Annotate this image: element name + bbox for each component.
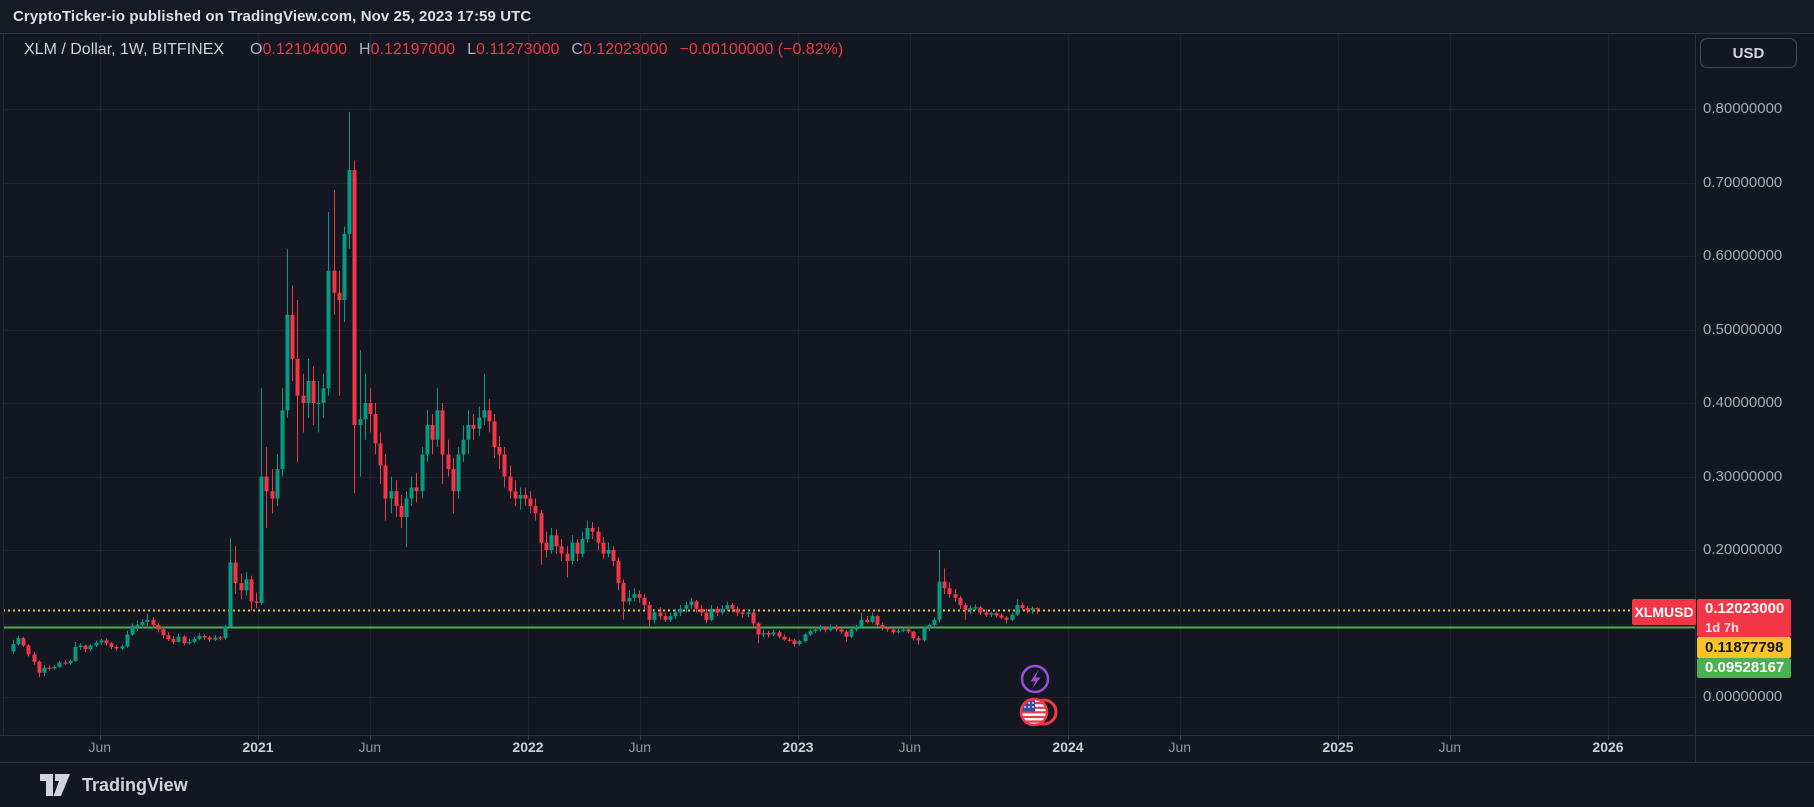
bar-countdown: 1d 7h [1705,620,1739,635]
time-scale-label: Jun [628,739,652,755]
last-price-label[interactable]: 0.12023000 1d 7h [1697,599,1791,637]
candlestick-series [11,111,1040,678]
chart-legend: XLM / Dollar, 1W, BITFINEX O 0.12104000 H… [24,39,843,61]
time-scale-label: 2021 [242,739,274,755]
currency-usd-button[interactable]: USD [1700,38,1797,68]
alert-line-label-yellow[interactable]: 0.11877798 [1697,637,1791,658]
instrument-badges [1019,664,1058,727]
time-scale-label: 2024 [1052,739,1084,755]
price-scale-label: 0.30000000 [1703,467,1783,485]
low-label: L [467,41,477,58]
time-scale-label: Jun [358,739,382,755]
last-price-value: 0.12023000 [1705,600,1785,617]
xlm-lightning-badge-icon [1020,664,1050,694]
price-scale-label: 0.40000000 [1703,394,1783,411]
grid [3,33,1695,735]
time-scale-label: Jun [898,739,922,755]
high-value: 0.12197000 [370,41,456,58]
change-value: −0.00100000 (−0.82%) [679,41,844,58]
symbol-price-tag: XLMUSD [1632,599,1696,625]
close-label: C [571,41,583,58]
time-scale-label: 2026 [1592,739,1624,755]
price-scale-label: 0.00000000 [1703,688,1783,705]
alert-line-label-green[interactable]: 0.09528167 [1697,658,1791,678]
close-value: 0.12023000 [582,41,668,58]
time-scale-label: 2023 [782,739,814,755]
price-scale-label: 0.70000000 [1703,173,1783,191]
time-scale-label: Jun [88,739,112,755]
bottom-toolbar: TradingView [0,763,1814,807]
time-scale-label: Jun [1168,739,1192,755]
price-scale-label: 0.50000000 [1703,320,1783,338]
low-value: 0.11273000 [476,41,560,58]
price-scale-label: 0.80000000 [1703,100,1783,117]
tradingview-logo-icon[interactable] [40,773,72,797]
price-scale-label: 0.20000000 [1703,541,1783,558]
pane-borders [0,33,1814,763]
open-value: 0.12104000 [262,41,348,58]
high-label: H [359,41,371,58]
price-scale-label: 0.60000000 [1703,247,1783,264]
time-scale-label: Jun [1438,739,1462,755]
time-scale-label: 2022 [512,739,544,755]
usd-flag-badge-icon [1019,697,1058,727]
time-scale-label: 2025 [1322,739,1354,755]
open-label: O [250,41,263,58]
symbol-title[interactable]: XLM / Dollar, 1W, BITFINEX [24,41,225,58]
tradingview-brand-text[interactable]: TradingView [82,774,188,795]
publish-info-text: CryptoTicker-io published on TradingView… [13,8,532,25]
